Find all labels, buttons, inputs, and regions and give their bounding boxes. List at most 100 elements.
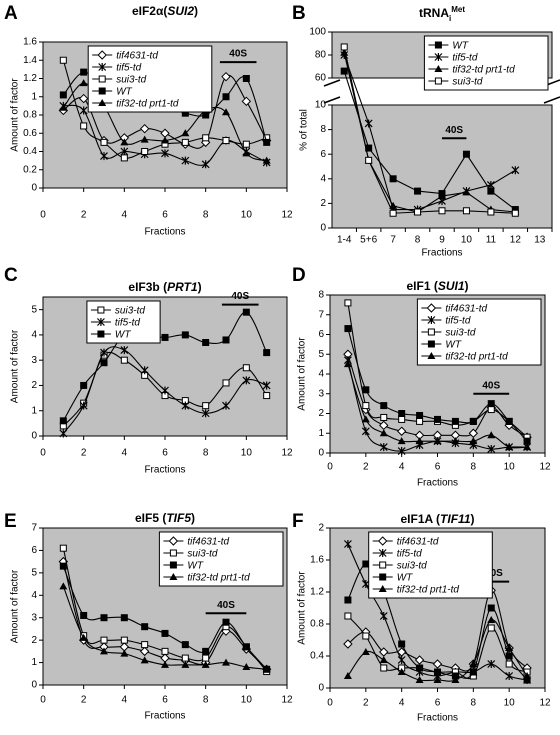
y-tick-label: 7 xyxy=(31,523,37,534)
legend-marker xyxy=(168,536,179,546)
x-tick-label: 0 xyxy=(327,698,333,709)
marker xyxy=(469,437,478,445)
x-tick-label: 6 xyxy=(162,210,168,221)
y-tick-label: 0 xyxy=(320,223,326,234)
legend-label: tif32-td prt1-td xyxy=(452,65,515,76)
marker xyxy=(523,443,532,451)
marker xyxy=(161,333,169,341)
y-tick-label: 1.2 xyxy=(23,73,37,84)
marker xyxy=(100,152,108,161)
legend-label: WT xyxy=(452,41,468,52)
marker xyxy=(416,417,424,425)
x-tick-label: 10 xyxy=(504,698,516,709)
series xyxy=(59,346,271,438)
y-tick-label: 3 xyxy=(318,388,324,399)
legend-marker xyxy=(98,63,107,71)
title-part: eIF5 ( xyxy=(135,511,166,525)
marker xyxy=(397,656,406,664)
marker xyxy=(221,71,231,82)
marker xyxy=(262,665,271,673)
marker xyxy=(511,209,519,217)
legend-label: sui3-td xyxy=(187,549,217,560)
marker xyxy=(139,123,150,134)
x-tick-label: 12 xyxy=(281,210,293,221)
marker xyxy=(380,402,388,410)
marker xyxy=(222,137,230,145)
plot-area xyxy=(42,296,288,437)
marker xyxy=(161,629,169,637)
marker xyxy=(241,96,252,107)
marker xyxy=(263,138,271,146)
marker xyxy=(59,582,68,590)
legend-marker xyxy=(169,561,177,569)
x-tick-label: 4 xyxy=(399,462,405,473)
marker xyxy=(433,676,442,683)
x-tick-label: 12 xyxy=(281,448,293,459)
marker xyxy=(343,639,353,649)
legend-label: tif5-td xyxy=(397,549,422,560)
marker xyxy=(434,415,441,423)
x-tick-label: 2 xyxy=(81,695,87,706)
legend-marker xyxy=(98,75,106,83)
marker xyxy=(79,106,88,115)
x-tick-label: 6 xyxy=(162,448,168,459)
series xyxy=(343,360,532,451)
x-tick-label: 6 xyxy=(162,695,168,706)
legend-label: tif32-td prt1-td xyxy=(187,573,250,584)
marker xyxy=(161,386,169,395)
marker xyxy=(415,437,424,445)
marker xyxy=(462,188,471,196)
x-tick-label: 12 xyxy=(510,235,522,246)
legend-label: tif32-td prt1-td xyxy=(116,99,179,110)
legend-label: sui3-td xyxy=(116,75,146,86)
y-tick-label: 2 xyxy=(318,523,324,534)
marker xyxy=(451,417,459,425)
marker xyxy=(202,647,210,655)
legend-marker xyxy=(169,549,177,557)
y-axis-label: Amount of factor xyxy=(10,329,21,403)
marker xyxy=(202,338,210,346)
marker xyxy=(365,156,373,164)
marker xyxy=(120,346,129,355)
y-tick-label: 8 xyxy=(318,290,324,301)
marker xyxy=(139,646,150,657)
panel-letter: C xyxy=(4,265,18,286)
x-axis-label: Fractions xyxy=(421,248,462,259)
marker xyxy=(398,410,406,417)
title-part: ) xyxy=(198,280,202,294)
annotation-text: 40S xyxy=(485,568,503,579)
y-tick-label: 0.8 xyxy=(310,619,324,630)
marker xyxy=(222,401,230,410)
y-tick-label: 0 xyxy=(31,680,37,691)
marker xyxy=(438,192,446,200)
title-part: ) xyxy=(194,4,198,18)
marker xyxy=(120,649,129,657)
marker xyxy=(451,437,460,445)
marker xyxy=(396,426,407,436)
legend-marker xyxy=(379,561,387,569)
marker xyxy=(416,411,424,419)
marker xyxy=(434,668,441,676)
legend-marker xyxy=(426,303,437,313)
marker xyxy=(380,413,388,421)
y-tick-label: 3 xyxy=(31,355,37,366)
marker xyxy=(362,386,370,394)
x-tick-label: 13 xyxy=(534,235,546,246)
legend-label: tif4631-td xyxy=(445,304,487,315)
legend-label: WT xyxy=(115,330,131,341)
marker xyxy=(100,636,108,644)
title-part: SUI2 xyxy=(167,4,194,18)
x-tick-label: 5+6 xyxy=(360,235,377,246)
marker xyxy=(343,360,352,368)
y-tick-label: 7 xyxy=(318,309,324,320)
marker xyxy=(181,138,189,146)
legend-marker xyxy=(97,306,105,314)
chart-title: tRNAiMet xyxy=(419,5,465,23)
title-part: SUI1 xyxy=(438,279,465,293)
marker xyxy=(242,308,250,316)
marker xyxy=(222,379,230,387)
marker xyxy=(389,201,398,209)
